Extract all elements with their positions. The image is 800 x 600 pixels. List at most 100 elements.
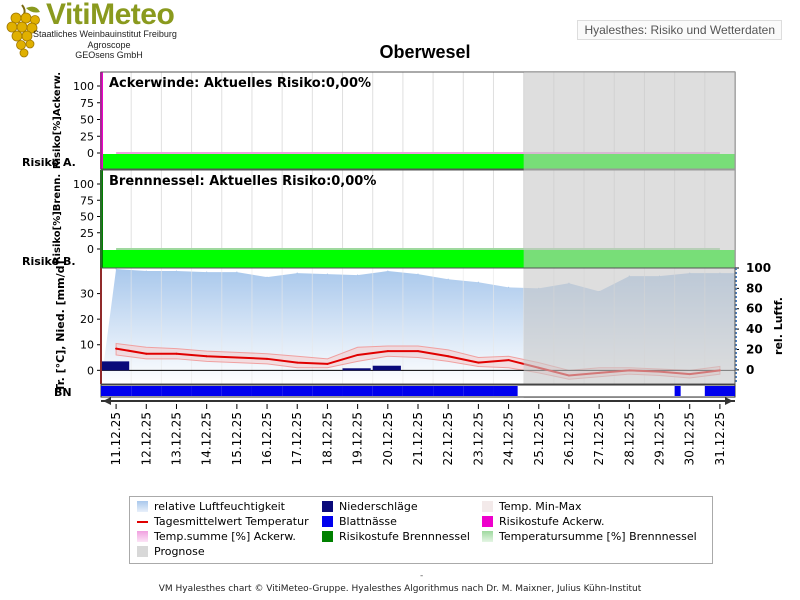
humidity-point [175,270,178,272]
legend-swatch-humidity [137,501,148,512]
humidity-point [387,270,389,272]
leaf-wetness-cell [463,386,494,396]
leaf-wetness-cell [131,386,162,396]
leaf-wetness-cell [433,386,464,396]
x-tick-label: 17.12.25 [290,412,304,465]
temp-mean-point [266,357,269,360]
x-tick-label: 11.12.25 [109,412,123,465]
y2-tick-label: 100 [746,261,771,275]
temp-mean-point [507,359,510,362]
leaf-wetness-cell [101,386,132,396]
y-tick-label: 100 [73,178,94,191]
current-risk-label: Brennnessel: Aktuelles Risiko:0,00% [109,174,376,189]
legend-item-temp-mean: Tagesmittelwert Temperatur [137,515,309,528]
legend-swatch-risk-ackerw [482,516,493,527]
temp-mean-point [145,352,148,355]
legend-item-tempsum-ackerw: Temp.summe [%] Ackerw. [137,530,296,543]
current-risk-label: Ackerwinde: Aktuelles Risiko:0,00% [109,76,371,91]
legend-label: Temperatursumme [%] Brennnessel [499,530,697,543]
x-tick-label: 14.12.25 [200,412,214,465]
humidity-point [236,271,238,273]
x-tick-label: 16.12.25 [260,412,274,465]
forecast-overlay [523,72,735,398]
legend-swatch-precipitation [322,501,333,512]
y-tick-label: 0 [87,243,94,256]
logo-icon [4,2,44,60]
panel-frame [100,267,736,385]
temp-mean-point [235,356,238,359]
humidity-point [206,271,208,273]
x-tick-label: 19.12.25 [351,412,365,465]
x-tick-label: 28.12.25 [622,412,636,465]
legend-label: Risikostufe Ackerw. [499,515,605,528]
legend-item-leaf-wetness: Blattnässe [322,515,397,528]
humidity-point [417,273,419,275]
legend-swatch-temp-minmax [482,501,493,512]
y-tick-label: 75 [80,97,94,110]
legend: relative Luftfeuchtigkeit Niederschläge … [129,496,713,564]
legend-item-humidity: relative Luftfeuchtigkeit [137,500,285,513]
leaf-wetness-cell [161,386,192,396]
temp-mean-point [326,362,329,365]
legend-label: Temp. Min-Max [499,500,582,513]
y-tick-label: 75 [80,194,94,207]
legend-item-forecast: Prognose [137,545,205,558]
temp-mean-point [205,355,208,358]
temp-mean-point [115,347,118,350]
y-axis-title: Tr. [°C], Nied. [mm/d] [54,261,67,392]
x-tick-label: 31.12.25 [713,412,727,465]
x-tick-label: 25.12.25 [532,412,546,465]
y2-tick-label: 80 [746,281,763,295]
x-tick-label: 30.12.25 [683,412,697,465]
y-axis-title: Risiko[%]Ackerw. [52,72,63,169]
humidity-point [266,276,268,278]
temp-mean-point [417,350,419,353]
x-tick-label: 13.12.25 [169,412,183,465]
humidity-point [115,268,117,270]
logo-line-2: Agroscope [87,40,131,50]
logo-line-3: GEOsens GmbH [75,50,143,60]
y-tick-label: 50 [80,211,94,224]
y-tick-label: 25 [80,227,94,240]
x-tick-label: 22.12.25 [441,412,455,465]
leaf-wetness-cell [372,386,403,396]
leaf-wetness-cell [342,386,373,396]
x-tick-label: 27.12.25 [592,412,606,465]
y-tick-label: 0 [87,147,94,160]
y2-tick-label: 20 [746,342,763,356]
y2-tick-label: 0 [746,363,754,377]
temp-mean-point [477,361,480,364]
leaf-wetness-cell [282,386,313,396]
leaf-wetness-cell [674,386,681,396]
x-tick-label: 18.12.25 [320,412,334,465]
legend-swatch-tempsum-brenn [482,531,493,542]
y-axis-title: Risiko[%]Brenn. [52,174,63,264]
legend-item-risk-brenn: Risikostufe Brennnessel [322,530,470,543]
risk-row-label: Risiko B. [22,255,76,268]
legend-label: Prognose [154,545,205,558]
legend-item-precipitation: Niederschläge [322,500,418,513]
y-tick-label: 50 [80,114,94,127]
y2-axis-title: rel. Luftf. [772,297,785,355]
legend-item-temp-minmax: Temp. Min-Max [482,500,582,513]
legend-item-tempsum-brenn: Temperatursumme [%] Brennnessel [482,530,697,543]
chart-title: Oberwesel [379,42,471,62]
legend-swatch-tempsum-ackerw [137,531,148,542]
left-arrow-icon [103,397,111,405]
x-tick-label: 26.12.25 [562,412,576,465]
leaf-wetness-cell [221,386,252,396]
leaf-wetness-cell [402,386,434,396]
humidity-point [296,272,298,274]
y-tick-label: 100 [73,80,94,93]
legend-label: Blattnässe [339,515,397,528]
x-tick-label: 24.12.25 [502,412,516,465]
leaf-wetness-cell [704,386,735,396]
y2-tick-label: 40 [746,322,763,336]
leaf-wetness-cell [251,386,283,396]
temp-mean-point [356,353,359,356]
humidity-point [326,273,329,275]
humidity-point [477,281,479,283]
y-tick-label: 30 [80,288,94,301]
humidity-point [145,270,147,272]
leaf-wetness-cell [493,386,518,396]
